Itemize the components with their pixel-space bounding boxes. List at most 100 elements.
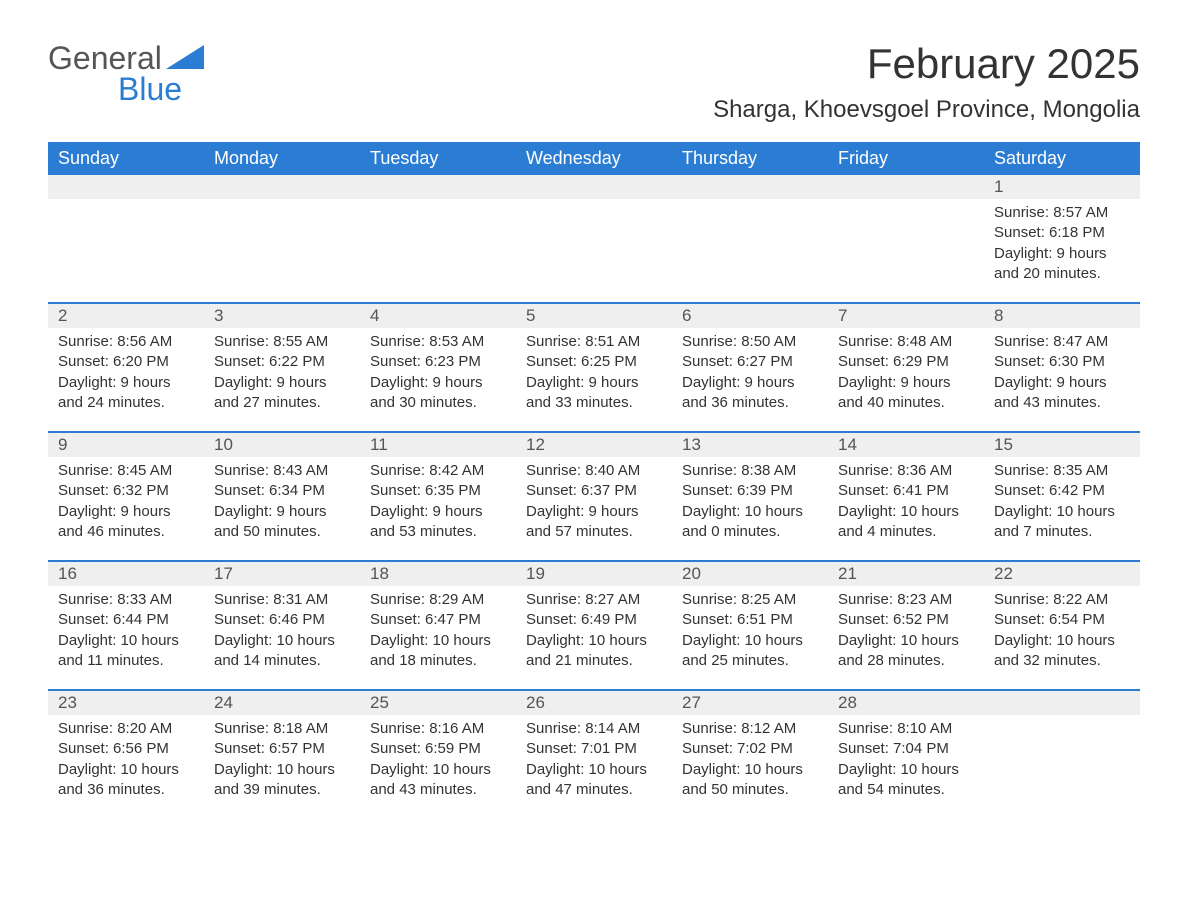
week-info-row: Sunrise: 8:20 AMSunset: 6:56 PM Daylight:…	[48, 715, 1140, 818]
sunrise-line: Sunrise: 8:14 AM	[526, 719, 662, 739]
day-number-cell: 18	[360, 561, 516, 586]
day-number-cell: 20	[672, 561, 828, 586]
day-info-cell	[360, 199, 516, 303]
day-info: Sunrise: 8:40 AMSunset: 6:37 PMDaylight:…	[516, 457, 672, 542]
sunrise-line: Sunrise: 8:10 AM	[838, 719, 974, 739]
sunrise-line: Sunrise: 8:53 AM	[370, 332, 506, 352]
day-info: Sunrise: 8:55 AMSunset: 6:22 PMDaylight:…	[204, 328, 360, 413]
day-number-cell: 3	[204, 303, 360, 328]
day-info-cell: Sunrise: 8:50 AMSunset: 6:27 PMDaylight:…	[672, 328, 828, 432]
daylight-line: Daylight: 10 hours and 14 minutes.	[214, 631, 350, 672]
day-number-cell: 11	[360, 432, 516, 457]
daylight-line: Daylight: 10 hours and 4 minutes.	[838, 502, 974, 543]
sunset-line: Sunset: 6:29 PM	[838, 352, 974, 372]
sunset-line: Sunset: 6:56 PM	[58, 739, 194, 759]
sunset-line: Sunset: 6:41 PM	[838, 481, 974, 501]
day-info: Sunrise: 8:42 AMSunset: 6:35 PMDaylight:…	[360, 457, 516, 542]
day-info: Sunrise: 8:31 AMSunset: 6:46 PMDaylight:…	[204, 586, 360, 671]
day-number-cell: 26	[516, 690, 672, 715]
day-number-cell	[984, 690, 1140, 715]
day-info: Sunrise: 8:53 AMSunset: 6:23 PMDaylight:…	[360, 328, 516, 413]
sunset-line: Sunset: 6:39 PM	[682, 481, 818, 501]
daylight-line: Daylight: 9 hours and 43 minutes.	[994, 373, 1130, 414]
sunset-line: Sunset: 6:18 PM	[994, 223, 1130, 243]
sunset-line: Sunset: 6:22 PM	[214, 352, 350, 372]
daylight-line: Daylight: 10 hours and 25 minutes.	[682, 631, 818, 672]
day-info-cell: Sunrise: 8:43 AMSunset: 6:34 PMDaylight:…	[204, 457, 360, 561]
daylight-line: Daylight: 10 hours and 32 minutes.	[994, 631, 1130, 672]
daylight-line: Daylight: 10 hours and 21 minutes.	[526, 631, 662, 672]
day-number-cell: 21	[828, 561, 984, 586]
sunrise-line: Sunrise: 8:36 AM	[838, 461, 974, 481]
week-info-row: Sunrise: 8:45 AMSunset: 6:32 PMDaylight:…	[48, 457, 1140, 561]
daylight-line: Daylight: 10 hours and 43 minutes.	[370, 760, 506, 801]
day-number-cell	[516, 175, 672, 199]
sunrise-line: Sunrise: 8:51 AM	[526, 332, 662, 352]
day-info: Sunrise: 8:12 AMSunset: 7:02 PMDaylight:…	[672, 715, 828, 800]
daylight-line: Daylight: 10 hours and 18 minutes.	[370, 631, 506, 672]
logo-text-blue: Blue	[118, 71, 204, 108]
sunrise-line: Sunrise: 8:38 AM	[682, 461, 818, 481]
sunrise-line: Sunrise: 8:50 AM	[682, 332, 818, 352]
week-info-row: Sunrise: 8:56 AMSunset: 6:20 PMDaylight:…	[48, 328, 1140, 432]
day-info-cell: Sunrise: 8:22 AMSunset: 6:54 PMDaylight:…	[984, 586, 1140, 690]
sunset-line: Sunset: 6:23 PM	[370, 352, 506, 372]
day-info-cell: Sunrise: 8:36 AMSunset: 6:41 PMDaylight:…	[828, 457, 984, 561]
day-info: Sunrise: 8:57 AMSunset: 6:18 PMDaylight:…	[984, 199, 1140, 284]
day-info: Sunrise: 8:50 AMSunset: 6:27 PMDaylight:…	[672, 328, 828, 413]
day-number-cell: 17	[204, 561, 360, 586]
daylight-line: Daylight: 9 hours and 53 minutes.	[370, 502, 506, 543]
day-info-cell: Sunrise: 8:31 AMSunset: 6:46 PMDaylight:…	[204, 586, 360, 690]
day-number-cell: 7	[828, 303, 984, 328]
logo: General Blue	[48, 40, 204, 108]
daylight-line: Daylight: 10 hours and 54 minutes.	[838, 760, 974, 801]
sunset-line: Sunset: 6:30 PM	[994, 352, 1130, 372]
day-info-cell: Sunrise: 8:57 AMSunset: 6:18 PMDaylight:…	[984, 199, 1140, 303]
daylight-line: Daylight: 10 hours and 0 minutes.	[682, 502, 818, 543]
daylight-line: Daylight: 9 hours and 33 minutes.	[526, 373, 662, 414]
sunrise-line: Sunrise: 8:47 AM	[994, 332, 1130, 352]
week-daynum-row: 1	[48, 175, 1140, 199]
sunrise-line: Sunrise: 8:20 AM	[58, 719, 194, 739]
calendar-head: SundayMondayTuesdayWednesdayThursdayFrid…	[48, 142, 1140, 175]
sunrise-line: Sunrise: 8:56 AM	[58, 332, 194, 352]
sunrise-line: Sunrise: 8:40 AM	[526, 461, 662, 481]
day-info: Sunrise: 8:10 AMSunset: 7:04 PMDaylight:…	[828, 715, 984, 800]
month-title: February 2025	[713, 40, 1140, 88]
daylight-line: Daylight: 9 hours and 50 minutes.	[214, 502, 350, 543]
sunset-line: Sunset: 6:47 PM	[370, 610, 506, 630]
day-header: Saturday	[984, 142, 1140, 175]
sunset-line: Sunset: 6:25 PM	[526, 352, 662, 372]
day-number-cell: 28	[828, 690, 984, 715]
day-info: Sunrise: 8:43 AMSunset: 6:34 PMDaylight:…	[204, 457, 360, 542]
daylight-line: Daylight: 9 hours and 24 minutes.	[58, 373, 194, 414]
sunrise-line: Sunrise: 8:16 AM	[370, 719, 506, 739]
day-info: Sunrise: 8:29 AMSunset: 6:47 PMDaylight:…	[360, 586, 516, 671]
day-info: Sunrise: 8:23 AMSunset: 6:52 PMDaylight:…	[828, 586, 984, 671]
day-header: Sunday	[48, 142, 204, 175]
day-info-cell: Sunrise: 8:38 AMSunset: 6:39 PMDaylight:…	[672, 457, 828, 561]
day-number-cell: 10	[204, 432, 360, 457]
sunset-line: Sunset: 6:34 PM	[214, 481, 350, 501]
sunrise-line: Sunrise: 8:25 AM	[682, 590, 818, 610]
sunrise-line: Sunrise: 8:42 AM	[370, 461, 506, 481]
week-info-row: Sunrise: 8:33 AMSunset: 6:44 PMDaylight:…	[48, 586, 1140, 690]
title-block: February 2025 Sharga, Khoevsgoel Provinc…	[713, 40, 1140, 124]
day-info-cell	[672, 199, 828, 303]
sunrise-line: Sunrise: 8:55 AM	[214, 332, 350, 352]
day-header: Thursday	[672, 142, 828, 175]
sunset-line: Sunset: 6:37 PM	[526, 481, 662, 501]
day-number-cell: 24	[204, 690, 360, 715]
week-daynum-row: 16171819202122	[48, 561, 1140, 586]
day-info-cell: Sunrise: 8:14 AMSunset: 7:01 PMDaylight:…	[516, 715, 672, 818]
day-info-cell: Sunrise: 8:35 AMSunset: 6:42 PMDaylight:…	[984, 457, 1140, 561]
week-daynum-row: 232425262728	[48, 690, 1140, 715]
sunset-line: Sunset: 6:49 PM	[526, 610, 662, 630]
sunset-line: Sunset: 7:01 PM	[526, 739, 662, 759]
sunset-line: Sunset: 6:52 PM	[838, 610, 974, 630]
sunset-line: Sunset: 6:42 PM	[994, 481, 1130, 501]
day-info-cell: Sunrise: 8:25 AMSunset: 6:51 PMDaylight:…	[672, 586, 828, 690]
sunset-line: Sunset: 6:27 PM	[682, 352, 818, 372]
daylight-line: Daylight: 10 hours and 7 minutes.	[994, 502, 1130, 543]
day-number-cell: 4	[360, 303, 516, 328]
